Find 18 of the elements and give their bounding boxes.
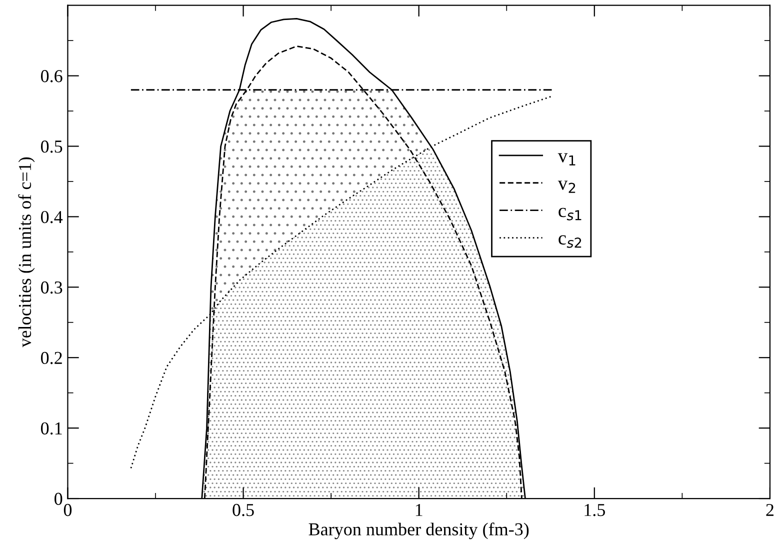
y-tick-label: 0.2 (40, 352, 62, 364)
x-tick-label: 1 (416, 504, 422, 516)
y-tick-label: 0.1 (40, 422, 62, 435)
legend-label: v$_{2}$ (558, 180, 576, 193)
y-tick-label: 0 (54, 492, 62, 505)
y-tick-label: 0.6 (40, 70, 62, 82)
y-tick-label: 0.3 (40, 281, 62, 294)
x-tick-label: 2 (766, 504, 774, 516)
x-tick-label: 0.5 (232, 504, 254, 516)
legend-label: c$_{s1}$ (558, 208, 582, 220)
y-tick-label: 0.4 (40, 210, 63, 224)
x-tick-label: 1.5 (584, 504, 605, 516)
legend-label: c$_{s2}$ (558, 235, 582, 248)
legend-label: v$_{1}$ (558, 153, 576, 166)
y-tick-label: 0.5 (40, 140, 62, 153)
x-tick-label: 0 (64, 504, 72, 516)
y-axis-title: velocities (in units of c=1) (18, 157, 35, 348)
x-axis-title: Baryon number density (fm-3) (308, 522, 529, 540)
